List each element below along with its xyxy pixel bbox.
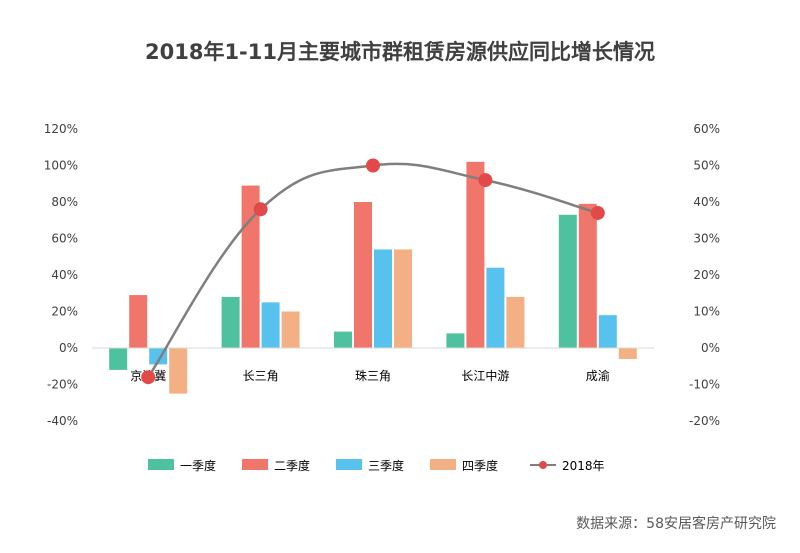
- y-right-tick-label: 20%: [693, 268, 720, 282]
- line-point-3: [366, 158, 380, 173]
- y-left-tick-label: 120%: [44, 122, 78, 136]
- bar-4-4: [506, 296, 525, 348]
- y-right-tick-label: 40%: [693, 195, 720, 209]
- bar-4-2: [281, 311, 300, 348]
- bar-2-1: [129, 295, 148, 348]
- bar-2-5: [578, 203, 597, 348]
- y-left-tick-label: 0%: [59, 341, 78, 355]
- bar-3-2: [261, 302, 280, 348]
- bar-3-3: [374, 249, 392, 348]
- y-right-tick-label: 0%: [701, 341, 720, 355]
- bar-1-2: [221, 296, 240, 348]
- bar-4-1: [169, 348, 188, 394]
- bar-3-4: [486, 267, 505, 348]
- y-right-tick-label: 60%: [693, 122, 720, 136]
- y-right-tick-label: 30%: [693, 232, 720, 246]
- y-right-tick-label: -20%: [689, 414, 720, 428]
- line-point-2: [253, 202, 268, 217]
- y-left-tick-label: 80%: [51, 195, 78, 209]
- y-left-tick-label: 60%: [51, 232, 78, 246]
- chart-title: 2018年1-11月主要城市群租赁房源供应同比增长情况: [145, 40, 655, 64]
- legend-label: 二季度: [274, 458, 310, 473]
- x-category-label: 长江中游: [461, 368, 509, 383]
- bar-4-5: [618, 348, 637, 359]
- legend-swatch: [148, 459, 174, 470]
- legend-dot-marker: [539, 461, 547, 469]
- bar-1-1: [109, 348, 128, 370]
- line-point-5: [590, 205, 605, 220]
- chart-source: 数据来源：58安居客房产研究院: [576, 516, 776, 532]
- line-point-4: [478, 173, 493, 188]
- x-category-label: 成渝: [586, 368, 610, 383]
- legend-label: 一季度: [180, 458, 216, 473]
- bar-1-5: [558, 214, 577, 348]
- y-left-tick-label: 20%: [51, 305, 78, 319]
- legend-label: 四季度: [462, 458, 498, 473]
- line-series-path: [147, 162, 599, 378]
- y-left-tick-label: 40%: [51, 268, 78, 282]
- bar-3-5: [598, 315, 617, 348]
- x-category-label: 长三角: [243, 369, 279, 383]
- y-left-tick-label: -40%: [47, 414, 78, 428]
- x-category-label: 珠三角: [355, 369, 391, 383]
- legend-swatch: [336, 459, 362, 470]
- line-point-1: [141, 370, 156, 385]
- y-left-tick-label: 100%: [44, 159, 78, 173]
- legend-label: 三季度: [368, 458, 404, 473]
- bar-1-4: [446, 333, 465, 348]
- bar-2-3: [354, 202, 372, 348]
- bar-1-3: [334, 331, 352, 348]
- legend-swatch: [242, 459, 268, 470]
- y-right-tick-label: -10%: [689, 378, 720, 392]
- legend-swatch: [430, 459, 456, 470]
- y-right-tick-label: 10%: [693, 305, 720, 319]
- legend-label: 2018年: [562, 459, 605, 473]
- bar-4-3: [394, 249, 412, 348]
- y-right-tick-label: 50%: [693, 159, 720, 173]
- bar-2-4: [466, 161, 485, 348]
- y-left-tick-label: -20%: [47, 378, 78, 392]
